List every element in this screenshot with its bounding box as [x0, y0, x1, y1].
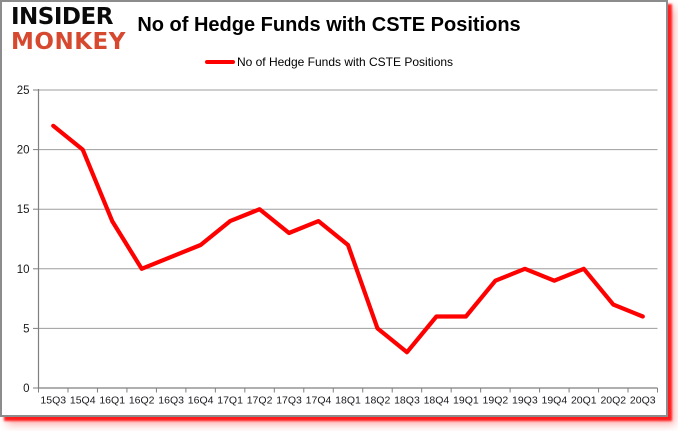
x-tick-label: 19Q3	[512, 395, 538, 407]
x-tick-label: 15Q4	[70, 395, 96, 407]
y-tick-label: 10	[17, 264, 30, 276]
x-tick-label: 16Q3	[158, 395, 184, 407]
logo-word-insider: INSIDER	[11, 4, 113, 30]
chart-legend: No of Hedge Funds with CSTE Positions	[2, 55, 656, 69]
y-tick-label: 0	[23, 383, 29, 395]
x-tick-label: 20Q2	[600, 395, 626, 407]
x-tick-label: 20Q1	[571, 395, 597, 407]
line-chart: 0 5 10 15 20 25 15Q3 15Q4 16Q1 16Q2 16Q3 16Q4 17Q1 17…	[17, 85, 658, 407]
x-tick-label: 18Q1	[335, 395, 361, 407]
x-tick-label: 19Q1	[453, 395, 479, 407]
y-tick-label: 5	[23, 323, 29, 335]
x-tick-label: 18Q4	[424, 395, 450, 407]
y-tick-label: 15	[17, 204, 30, 216]
x-tick-label: 19Q2	[483, 395, 509, 407]
y-tick-label: 20	[17, 145, 30, 157]
x-tick-label: 18Q3	[394, 395, 420, 407]
chart-title: No of Hedge Funds with CSTE Positions	[137, 14, 521, 36]
x-tick-label: 19Q4	[541, 395, 567, 407]
x-tick-label: 17Q3	[276, 395, 302, 407]
x-tick-label: 16Q1	[99, 395, 125, 407]
x-tick-label: 17Q2	[247, 395, 273, 407]
y-tick-label: 25	[17, 85, 30, 97]
chart-frame: INSIDER MONKEY No of Hedge Funds with CS…	[0, 0, 668, 417]
legend-label: No of Hedge Funds with CSTE Positions	[236, 55, 454, 69]
legend-line-swatch	[204, 59, 235, 65]
x-tick-label: 15Q3	[40, 395, 66, 407]
series-line	[51, 123, 645, 355]
x-tick-label: 17Q4	[306, 395, 332, 407]
logo-word-monkey: MONKEY	[11, 29, 126, 55]
x-tick-label: 18Q2	[365, 395, 391, 407]
insider-monkey-logo: INSIDER MONKEY	[11, 5, 126, 55]
x-tick-label: 16Q4	[188, 395, 214, 407]
x-tick-label: 16Q2	[129, 395, 155, 407]
x-tick-label: 17Q1	[217, 395, 243, 407]
x-tick-label: 20Q3	[630, 395, 656, 407]
